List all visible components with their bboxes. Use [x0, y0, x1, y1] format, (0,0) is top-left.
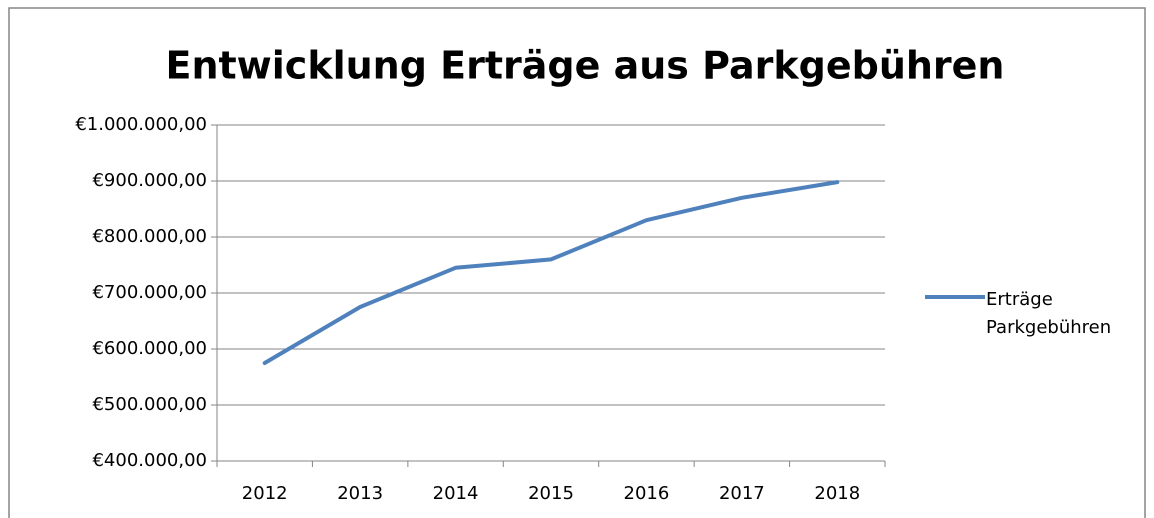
- chart-title: Entwicklung Erträge aus Parkgebühren: [166, 44, 1005, 88]
- y-tick-label: €700.000,00: [92, 282, 207, 303]
- y-tick-label: €400.000,00: [92, 450, 207, 471]
- y-tick-label: €800.000,00: [92, 226, 207, 247]
- x-tick-label: 2013: [337, 483, 383, 504]
- x-tick-label: 2014: [433, 483, 479, 504]
- x-tick-label: 2016: [624, 483, 670, 504]
- y-tick-label: €500.000,00: [92, 394, 207, 415]
- y-tick-label: €1.000.000,00: [75, 114, 207, 135]
- x-tick-label: 2018: [814, 483, 860, 504]
- chart-frame: [8, 7, 1146, 518]
- y-tick-label: €600.000,00: [92, 338, 207, 359]
- legend-label: Erträge Parkgebühren: [986, 289, 1112, 338]
- x-tick-label: 2012: [242, 483, 288, 504]
- x-tick-label: 2017: [719, 483, 765, 504]
- y-tick-label: €900.000,00: [92, 170, 207, 191]
- x-tick-label: 2015: [528, 483, 574, 504]
- data-line: [262, 180, 840, 365]
